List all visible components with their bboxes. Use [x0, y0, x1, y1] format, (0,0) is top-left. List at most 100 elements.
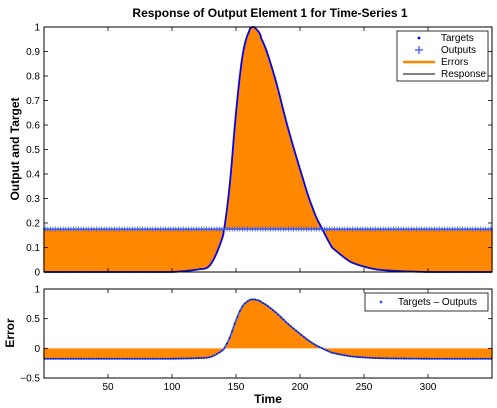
targets-point	[305, 189, 308, 191]
targets-point	[210, 261, 213, 264]
targets-minus-outputs-point	[479, 357, 482, 360]
targets-minus-outputs-point	[49, 357, 52, 360]
targets-minus-outputs-point	[287, 323, 290, 326]
targets-minus-outputs-point	[302, 335, 305, 338]
targets-point	[269, 62, 272, 65]
targets-minus-outputs-point	[267, 305, 269, 308]
targets-minus-outputs-point	[244, 302, 246, 305]
targets-minus-outputs-point	[461, 357, 464, 360]
targets-minus-outputs-point	[95, 357, 98, 360]
targets-point	[387, 269, 390, 272]
targets-minus-outputs-point	[328, 350, 331, 353]
targets-minus-outputs-point	[272, 309, 275, 312]
targets-point	[372, 267, 374, 270]
bottom-y-ticks: −0.5 0 0.5 1	[20, 285, 492, 385]
top-y-tick-label: 0.3	[26, 194, 40, 205]
targets-minus-outputs-point	[433, 357, 436, 360]
top-axes: Response of Output Element 1 for Time-Se…	[8, 6, 494, 279]
targets-minus-outputs-point	[346, 354, 349, 357]
chart-title: Response of Output Element 1 for Time-Se…	[132, 6, 408, 20]
targets-minus-outputs-point	[400, 357, 403, 360]
targets-minus-outputs-point	[415, 357, 418, 360]
targets-minus-outputs-point	[308, 339, 310, 342]
top-x-ticks	[107, 27, 429, 272]
targets-minus-outputs-point	[233, 322, 236, 325]
targets-minus-outputs-point	[295, 329, 298, 332]
targets-minus-outputs-point	[315, 344, 318, 347]
bottom-y-axis-label: Error	[3, 318, 17, 348]
targets-minus-outputs-point	[52, 357, 54, 360]
targets-point	[221, 238, 223, 240]
bottom-x-tick-label: 300	[420, 382, 437, 393]
targets-minus-outputs-point	[139, 357, 141, 360]
targets-point	[310, 204, 313, 206]
bottom-x-tick-label: 150	[228, 382, 245, 393]
targets-minus-outputs-point	[59, 357, 62, 360]
targets-minus-outputs-point	[251, 298, 254, 301]
top-series-points	[42, 26, 494, 273]
targets-minus-outputs-point	[292, 327, 295, 330]
targets-point	[213, 257, 216, 260]
targets-minus-outputs-point	[325, 349, 328, 352]
top-y-ticks: 0 0.1 0.2 0.3 0.4 0.5 0.6 0.7 0.8 0.9 1	[26, 23, 492, 279]
targets-minus-outputs-point	[300, 333, 303, 336]
targets-point	[349, 260, 351, 263]
targets-point	[223, 226, 226, 228]
targets-point	[313, 211, 315, 213]
targets-minus-outputs-point	[228, 337, 231, 339]
targets-minus-outputs-point	[195, 357, 198, 360]
targets-minus-outputs-point	[87, 357, 90, 360]
targets-point	[195, 268, 198, 271]
targets-point	[374, 268, 377, 271]
targets-point	[200, 268, 203, 270]
targets-minus-outputs-point	[343, 354, 346, 357]
targets-minus-outputs-point	[213, 354, 216, 357]
targets-minus-outputs-point	[354, 355, 356, 358]
targets-point	[226, 207, 228, 210]
targets-point	[333, 248, 336, 251]
bottom-x-tick-label: 250	[356, 382, 373, 393]
targets-minus-outputs-point	[453, 357, 456, 360]
targets-minus-outputs-point	[256, 299, 259, 302]
legend-errors-label: Errors	[441, 57, 468, 68]
targets-minus-outputs-point	[236, 316, 239, 318]
targets-minus-outputs-point	[226, 342, 228, 345]
targets-minus-outputs-point	[182, 357, 185, 360]
targets-point	[290, 137, 292, 140]
targets-minus-outputs-point	[98, 357, 100, 360]
targets-minus-outputs-point	[359, 356, 362, 359]
targets-minus-outputs-point	[269, 307, 272, 310]
targets-minus-outputs-point	[116, 357, 118, 360]
targets-point	[295, 155, 298, 158]
targets-minus-outputs-point	[105, 357, 108, 360]
targets-minus-outputs-point	[100, 357, 103, 360]
targets-minus-outputs-point	[489, 357, 492, 360]
targets-minus-outputs-point	[159, 357, 162, 360]
targets-minus-outputs-point	[410, 357, 413, 360]
targets-minus-outputs-point	[279, 316, 282, 318]
targets-minus-outputs-point	[131, 357, 134, 360]
targets-point	[320, 227, 323, 229]
targets-point	[246, 34, 249, 36]
targets-minus-outputs-point	[402, 357, 405, 360]
targets-point	[236, 98, 239, 101]
bottom-y-tick-label: 1	[34, 285, 40, 296]
legend-targets-marker	[417, 36, 421, 40]
targets-minus-outputs-point	[487, 357, 490, 360]
targets-point	[395, 270, 397, 272]
bottom-x-tick-label: 200	[292, 382, 309, 393]
targets-point	[331, 246, 333, 249]
legend-targets-label: Targets	[441, 33, 474, 44]
targets-minus-outputs-point	[477, 357, 479, 360]
targets-point	[231, 156, 234, 159]
bottom-x-axis-label: Time	[254, 392, 282, 406]
targets-point	[369, 267, 372, 270]
targets-minus-outputs-point	[387, 357, 390, 360]
targets-minus-outputs-point	[441, 357, 443, 360]
targets-point	[259, 33, 262, 36]
targets-minus-outputs-point	[192, 357, 195, 360]
targets-minus-outputs-point	[180, 357, 182, 360]
targets-minus-outputs-point	[157, 357, 159, 360]
targets-point	[379, 268, 382, 271]
targets-point	[364, 266, 367, 268]
